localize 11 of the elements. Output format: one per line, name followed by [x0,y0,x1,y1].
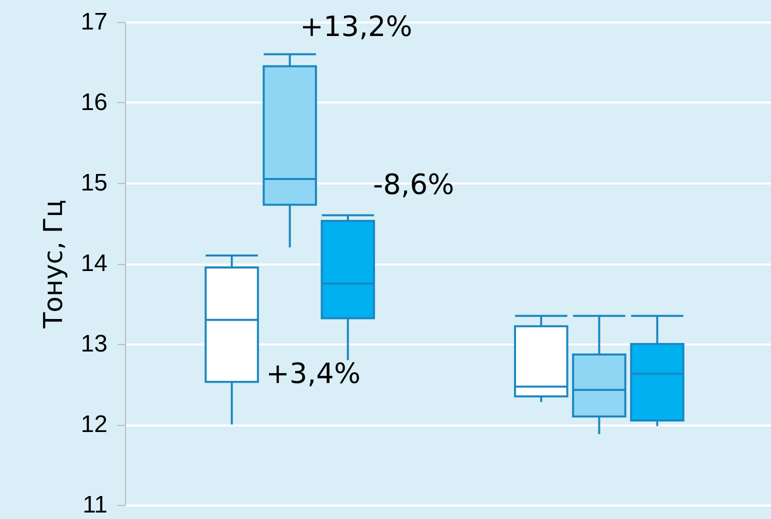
y-tick-label: 16 [80,89,108,116]
y-tick-label: 14 [80,250,108,277]
y-tick-label: 15 [80,170,108,196]
y-tick-label: 12 [80,411,108,438]
annotation: -8,6% [373,168,454,201]
annotation: +13,2% [300,10,412,43]
y-tick-label: 17 [80,8,108,36]
y-tick-label: 13 [80,330,108,358]
y-axis-title: Тонус, Гц [38,200,69,330]
annotation: +3,4% [266,357,361,390]
y-tick-label: 11 [82,492,108,518]
